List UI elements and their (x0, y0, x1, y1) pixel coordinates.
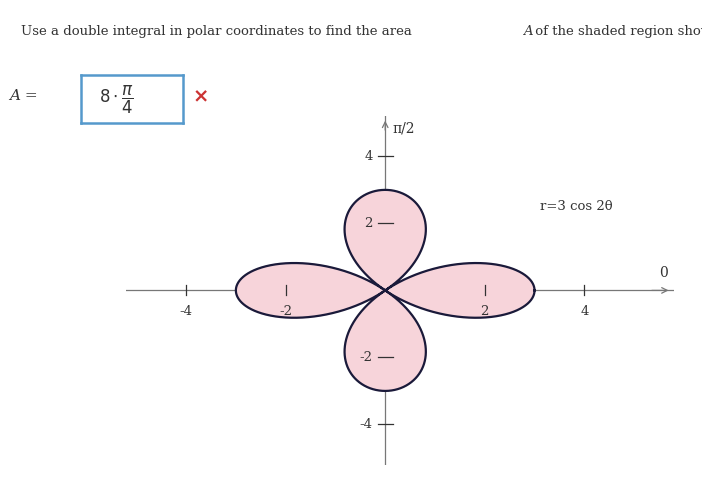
Text: 0: 0 (660, 266, 668, 280)
Text: -4: -4 (359, 418, 373, 431)
Text: Use a double integral in polar coordinates to find the area: Use a double integral in polar coordinat… (21, 26, 416, 38)
Text: $8 \cdot \dfrac{\pi}{4}$: $8 \cdot \dfrac{\pi}{4}$ (99, 84, 134, 116)
Text: r=3 cos 2θ: r=3 cos 2θ (540, 200, 612, 213)
Text: π/2: π/2 (392, 121, 415, 135)
Text: A: A (523, 26, 533, 38)
Text: 4: 4 (580, 305, 588, 318)
Text: A =: A = (10, 89, 38, 103)
Text: -2: -2 (359, 351, 373, 364)
Text: -2: -2 (279, 305, 292, 318)
Polygon shape (236, 190, 534, 391)
Text: -4: -4 (180, 305, 192, 318)
Text: of the shaded region shown below.: of the shaded region shown below. (531, 26, 702, 38)
Text: 2: 2 (364, 217, 373, 230)
Text: 2: 2 (481, 305, 489, 318)
Text: 4: 4 (364, 150, 373, 163)
Text: ×: × (193, 87, 209, 106)
